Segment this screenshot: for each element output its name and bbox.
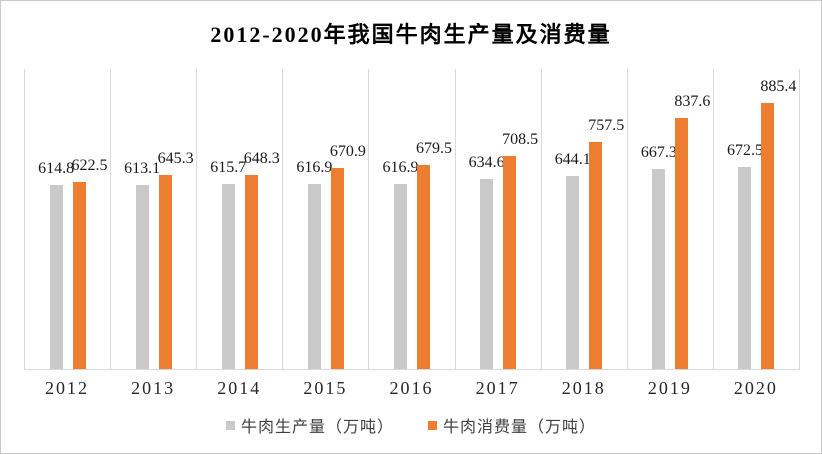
bar-consumption-2019 — [675, 117, 689, 369]
value-label-consumption-2012: 622.5 — [71, 157, 108, 175]
category-cell-2018: 644.1 757.5 — [542, 69, 628, 369]
category-cell-2019: 667.3 837.6 — [628, 69, 714, 369]
category-cell-2017: 634.6 708.5 — [456, 69, 542, 369]
value-label-consumption-2014: 648.3 — [243, 149, 280, 167]
legend-label-production: 牛肉生产量（万吨） — [240, 419, 394, 436]
bar-production-2012 — [49, 184, 63, 369]
bar-consumption-2014 — [244, 174, 258, 369]
value-label-consumption-2018: 757.5 — [588, 116, 625, 134]
legend-swatch-consumption-icon — [428, 420, 437, 430]
value-label-consumption-2017: 708.5 — [502, 131, 539, 149]
bar-consumption-2017 — [503, 156, 517, 369]
value-label-consumption-2015: 670.9 — [329, 142, 366, 160]
bar-consumption-2018 — [589, 141, 603, 369]
x-axis-label-2014: 2014 — [217, 378, 262, 398]
category-cell-2016: 616.9 679.5 — [369, 69, 456, 369]
bar-production-2015 — [307, 183, 321, 369]
x-axis-label-2013: 2013 — [131, 378, 176, 398]
bar-consumption-2016 — [416, 165, 430, 369]
x-axis-label-2019: 2019 — [647, 378, 692, 398]
x-axis-label-2018: 2018 — [561, 378, 606, 398]
value-label-consumption-2020: 885.4 — [760, 78, 797, 96]
bar-consumption-2012 — [72, 182, 86, 369]
legend-item-consumption: 牛肉消费量（万吨） — [428, 413, 596, 437]
x-axis: 2012 2013 2014 2015 2016 2017 2018 2019 2020 — [24, 370, 799, 398]
x-axis-label-2017: 2017 — [475, 378, 520, 398]
bar-production-2017 — [480, 178, 494, 369]
category-cell-2013: 613.1 645.3 — [111, 69, 198, 369]
value-label-consumption-2019: 837.6 — [674, 92, 711, 110]
value-label-consumption-2016: 679.5 — [415, 140, 452, 158]
x-axis-label-2015: 2015 — [303, 378, 348, 398]
category-cell-2020: 672.5 885.4 — [714, 69, 800, 369]
value-label-production-2015: 616.9 — [296, 158, 333, 176]
plot-area: 614.8 622.5 613.1 645.3 615.7 648.3 616.9 670.9… — [24, 69, 800, 370]
bar-production-2014 — [221, 184, 235, 369]
value-label-production-2019: 667.3 — [640, 143, 677, 161]
category-cell-2012: 614.8 622.5 — [25, 69, 112, 369]
value-label-production-2014: 615.7 — [210, 159, 247, 177]
value-label-production-2012: 614.8 — [38, 159, 75, 177]
bar-production-2013 — [135, 185, 149, 369]
legend: 牛肉生产量（万吨） 牛肉消费量（万吨） — [1, 413, 821, 437]
value-label-production-2017: 634.6 — [468, 153, 505, 171]
bar-consumption-2013 — [158, 175, 172, 369]
bar-consumption-2015 — [330, 167, 344, 369]
x-axis-label-2012: 2012 — [45, 378, 90, 398]
x-axis-label-2020: 2020 — [733, 378, 778, 398]
bar-consumption-2020 — [761, 103, 775, 369]
bar-production-2019 — [652, 168, 666, 369]
category-cell-2015: 616.9 670.9 — [283, 69, 370, 369]
chart-title: 2012-2020年我国牛肉生产量及消费量 — [210, 22, 612, 47]
x-axis-label-2016: 2016 — [389, 378, 434, 398]
value-label-consumption-2013: 645.3 — [157, 150, 194, 168]
value-label-production-2020: 672.5 — [726, 142, 763, 160]
bar-production-2018 — [566, 175, 580, 369]
legend-item-production: 牛肉生产量（万吨） — [225, 413, 394, 437]
value-label-production-2018: 644.1 — [554, 150, 591, 168]
value-label-production-2016: 616.9 — [382, 158, 419, 176]
legend-label-consumption: 牛肉消费量（万吨） — [443, 419, 597, 436]
bar-production-2020 — [738, 167, 752, 369]
legend-swatch-production-icon — [225, 420, 235, 430]
category-cell-2014: 615.7 648.3 — [197, 69, 284, 369]
bar-production-2016 — [393, 183, 407, 369]
value-label-production-2013: 613.1 — [124, 160, 161, 178]
